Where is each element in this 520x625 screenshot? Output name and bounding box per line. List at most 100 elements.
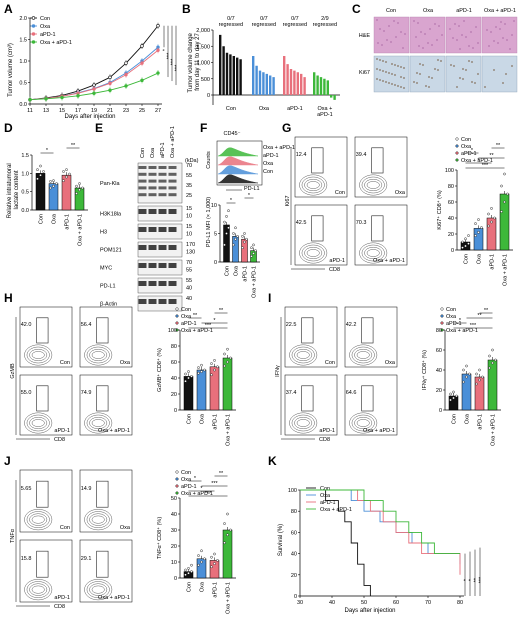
pJ-sig-text: *** (211, 481, 218, 487)
pJ-point (190, 570, 193, 573)
panel-d-ylabel-line1: Relative intratumoral (7, 163, 13, 218)
ki67-positive-dot (502, 82, 504, 84)
blot-band (148, 166, 157, 169)
pI-gate (301, 317, 314, 344)
pI-contour (296, 351, 310, 359)
he-texture-dot (490, 31, 492, 33)
pJ-legend-label: Oxa + aPD-1 (181, 491, 213, 497)
pH-yaxis-label: GzMB (10, 363, 16, 379)
pD-point (68, 172, 71, 176)
pG-plot-frame (294, 136, 348, 198)
panel-a-sig-text: *** (167, 52, 173, 59)
panel-a-xtick-label: 11 (27, 108, 33, 114)
blot-band (138, 263, 147, 268)
blot-band (148, 281, 157, 286)
pJ-point (226, 533, 229, 537)
he-texture-dot (463, 20, 465, 22)
pD-sig-text: ** (71, 143, 76, 149)
blot-kda-marker: 10 (186, 232, 192, 238)
pJ-plot-frame (79, 469, 133, 533)
pF-sig-text: * (248, 193, 251, 199)
ki67-positive-dot (462, 68, 464, 70)
pG-contour (304, 178, 323, 191)
pH-gate (96, 385, 109, 412)
ki67-positive-dot (453, 65, 455, 67)
pF-xlabel: Oxa + aPD-1 (252, 266, 258, 298)
pG-xlabel: Oxa + aPD-1 (503, 254, 509, 286)
pI-xlabel: aPD-1 (478, 414, 484, 430)
panel-b-bar (296, 72, 299, 95)
pF-point (232, 243, 235, 247)
panel-b-bar (289, 69, 293, 95)
pH-point (184, 379, 187, 383)
panel-a-xtick-label: 19 (91, 108, 97, 114)
ki67-positive-dot (376, 68, 378, 70)
pJ-legend-label: aPD-1 (181, 484, 197, 490)
pH-point (226, 347, 229, 351)
panel-a-point (156, 24, 160, 28)
pJ-point (210, 555, 213, 559)
blot-band (158, 186, 167, 190)
he-texture-dot (417, 22, 419, 24)
he-texture-dot (415, 36, 417, 38)
blot-band (168, 263, 177, 268)
panel-b-xlabel-line: aPD-1 (317, 112, 333, 118)
pH-point (229, 356, 232, 360)
panel-f-pdl1: CD45⁻ Counts PD-L1 Oxa + aPD-1 aPD-1 Oxa… (206, 131, 295, 298)
pI-bar (474, 376, 485, 411)
pI-xaxis-label: CD8 (319, 437, 330, 443)
ki67-positive-dot (400, 86, 402, 88)
pG-xlabel: Con (464, 254, 470, 264)
ki67-positive-dot (440, 60, 442, 62)
pG-point (500, 184, 503, 188)
pJ-plot-frame (19, 539, 73, 603)
pG-legend-label: Con (461, 137, 471, 143)
pH-legend-marker (175, 307, 179, 311)
pF-point (243, 232, 246, 235)
panel-b-bar (319, 77, 323, 95)
ki67-positive-dot (419, 63, 421, 65)
pH-point (197, 371, 200, 375)
legend-apd1: aPD-1 (40, 32, 56, 38)
pG-ytick-label: 40 (448, 216, 454, 222)
pJ-gate (36, 550, 49, 578)
blot-kda-marker: 55 (186, 278, 192, 284)
panel-c-row-he: H&E (359, 33, 371, 39)
panel-a-point (124, 61, 128, 65)
panel-a-point (60, 95, 64, 100)
ki67-positive-dot (379, 69, 381, 71)
pG-contour (301, 244, 325, 262)
pJ-ytick-label: 20 (171, 544, 177, 550)
panel-f-hist-label-combo: Oxa + aPD-1 (263, 145, 295, 151)
blot-lane-header: Con (140, 148, 146, 158)
pG-point (467, 242, 470, 245)
pI-contour (291, 414, 315, 432)
pJ-point (223, 522, 226, 525)
panel-b-bar (265, 73, 268, 95)
pJ-contour (24, 579, 53, 601)
pH-xlabel: aPD-1 (213, 414, 219, 430)
pH-contour (29, 349, 48, 362)
ki67-positive-dot (379, 79, 381, 81)
blot-row-label: PD-L1 (100, 284, 116, 290)
pJ-xlabel: Oxa + aPD-1 (226, 582, 232, 614)
panel-a-sig-text: * (163, 48, 169, 51)
blot-band (168, 227, 177, 232)
pH-bar (209, 366, 220, 411)
ki67-positive-dot (379, 59, 381, 61)
pI-contour (289, 344, 318, 366)
panel-c-col-apd1: aPD-1 (456, 8, 472, 14)
pJ-contour (91, 515, 105, 524)
ki67-positive-dot (394, 74, 396, 76)
pH-contour (26, 346, 50, 364)
pD-sig-text: * (46, 148, 49, 154)
pH-contour (31, 419, 45, 427)
blot-frame (137, 162, 183, 204)
panel-a-point (124, 73, 128, 77)
pH-plot-name: Oxa + aPD-1 (98, 428, 130, 434)
panel-b-bar (293, 70, 296, 95)
pF-point (223, 243, 226, 247)
pH-plot-name: aPD-1 (54, 428, 70, 434)
ki67-positive-dot (428, 86, 430, 88)
pD-point (75, 184, 78, 188)
